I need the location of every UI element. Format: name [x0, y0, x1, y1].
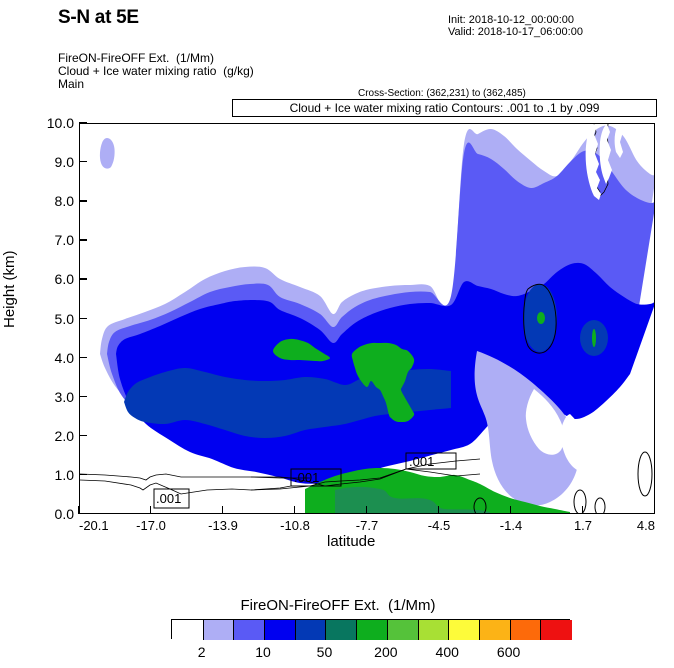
svg-text:.001: .001	[409, 454, 434, 469]
svg-text:.001: .001	[294, 470, 319, 485]
svg-text:.001: .001	[156, 491, 181, 506]
